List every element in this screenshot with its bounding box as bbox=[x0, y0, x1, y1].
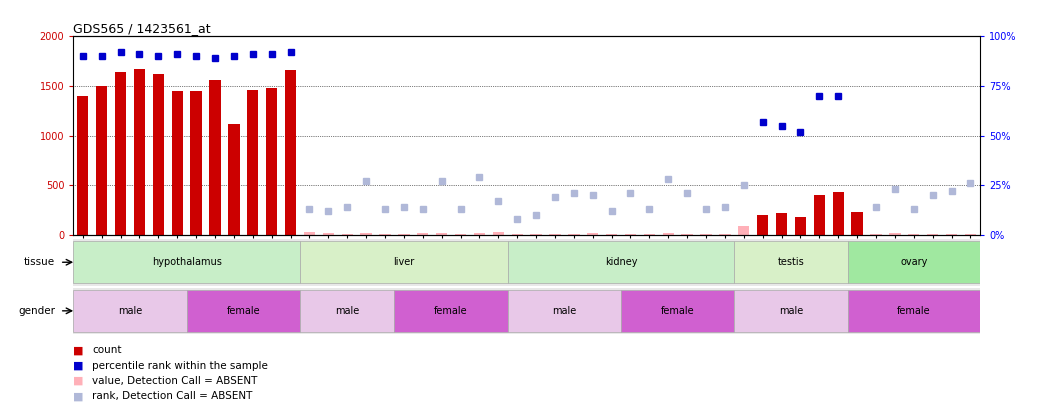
Text: male: male bbox=[117, 306, 143, 316]
Text: value, Detection Call = ABSENT: value, Detection Call = ABSENT bbox=[92, 376, 258, 386]
Bar bbox=[455, 234, 466, 235]
Text: female: female bbox=[661, 306, 695, 316]
Bar bbox=[191, 91, 202, 235]
Bar bbox=[73, 290, 187, 332]
Text: male: male bbox=[552, 306, 576, 316]
Text: testis: testis bbox=[778, 257, 805, 267]
Bar bbox=[606, 234, 617, 235]
Bar bbox=[813, 195, 825, 235]
Bar bbox=[738, 226, 749, 235]
Bar bbox=[474, 233, 485, 235]
Bar bbox=[300, 290, 394, 332]
Text: ovary: ovary bbox=[900, 257, 927, 267]
Bar bbox=[417, 233, 429, 235]
Bar bbox=[757, 215, 768, 235]
Bar bbox=[507, 290, 621, 332]
Text: female: female bbox=[434, 306, 467, 316]
Text: percentile rank within the sample: percentile rank within the sample bbox=[92, 361, 268, 371]
Bar bbox=[909, 234, 919, 235]
Bar bbox=[870, 234, 881, 235]
Bar bbox=[304, 232, 315, 235]
Bar bbox=[587, 233, 598, 235]
Bar bbox=[266, 88, 278, 235]
Bar bbox=[285, 70, 297, 235]
Bar bbox=[115, 72, 126, 235]
Text: count: count bbox=[92, 345, 122, 355]
Bar bbox=[621, 290, 735, 332]
Bar bbox=[549, 234, 561, 235]
Bar bbox=[848, 290, 980, 332]
Bar bbox=[719, 234, 730, 235]
Bar bbox=[643, 234, 655, 235]
Bar bbox=[228, 124, 240, 235]
Bar bbox=[681, 234, 693, 235]
Bar bbox=[927, 234, 938, 235]
Bar bbox=[735, 290, 848, 332]
Bar bbox=[530, 234, 542, 235]
Bar bbox=[96, 86, 107, 235]
Bar bbox=[300, 241, 507, 283]
Bar bbox=[342, 234, 353, 235]
Text: gender: gender bbox=[18, 306, 56, 316]
Bar bbox=[851, 212, 863, 235]
Bar bbox=[511, 234, 523, 235]
Text: kidney: kidney bbox=[605, 257, 637, 267]
Text: ■: ■ bbox=[73, 361, 84, 371]
Bar bbox=[436, 233, 447, 235]
Bar bbox=[889, 233, 900, 235]
Bar bbox=[832, 192, 844, 235]
Text: male: male bbox=[335, 306, 359, 316]
Text: rank, Detection Call = ABSENT: rank, Detection Call = ABSENT bbox=[92, 392, 253, 401]
Bar bbox=[700, 234, 712, 235]
Bar bbox=[735, 241, 848, 283]
Text: liver: liver bbox=[393, 257, 415, 267]
Bar bbox=[946, 234, 957, 235]
Bar bbox=[78, 96, 88, 235]
Text: female: female bbox=[226, 306, 260, 316]
Bar bbox=[73, 241, 300, 283]
Text: male: male bbox=[779, 306, 803, 316]
Bar bbox=[361, 233, 372, 235]
Bar bbox=[662, 233, 674, 235]
Bar bbox=[568, 234, 580, 235]
Bar bbox=[379, 234, 391, 235]
Bar bbox=[323, 233, 334, 235]
Bar bbox=[507, 241, 735, 283]
Bar bbox=[187, 290, 300, 332]
Text: female: female bbox=[897, 306, 931, 316]
Bar bbox=[493, 232, 504, 235]
Bar bbox=[247, 90, 259, 235]
Text: hypothalamus: hypothalamus bbox=[152, 257, 221, 267]
Text: tissue: tissue bbox=[24, 257, 56, 267]
Bar bbox=[776, 213, 787, 235]
Bar bbox=[394, 290, 507, 332]
Text: GDS565 / 1423561_at: GDS565 / 1423561_at bbox=[73, 22, 211, 35]
Bar bbox=[134, 69, 145, 235]
Bar bbox=[625, 234, 636, 235]
Text: ■: ■ bbox=[73, 392, 84, 401]
Bar bbox=[398, 234, 410, 235]
Bar bbox=[794, 217, 806, 235]
Bar bbox=[965, 234, 976, 235]
Bar bbox=[172, 91, 183, 235]
Text: ■: ■ bbox=[73, 345, 84, 355]
Bar bbox=[210, 80, 221, 235]
Bar bbox=[153, 74, 163, 235]
Bar bbox=[848, 241, 980, 283]
Text: ■: ■ bbox=[73, 376, 84, 386]
